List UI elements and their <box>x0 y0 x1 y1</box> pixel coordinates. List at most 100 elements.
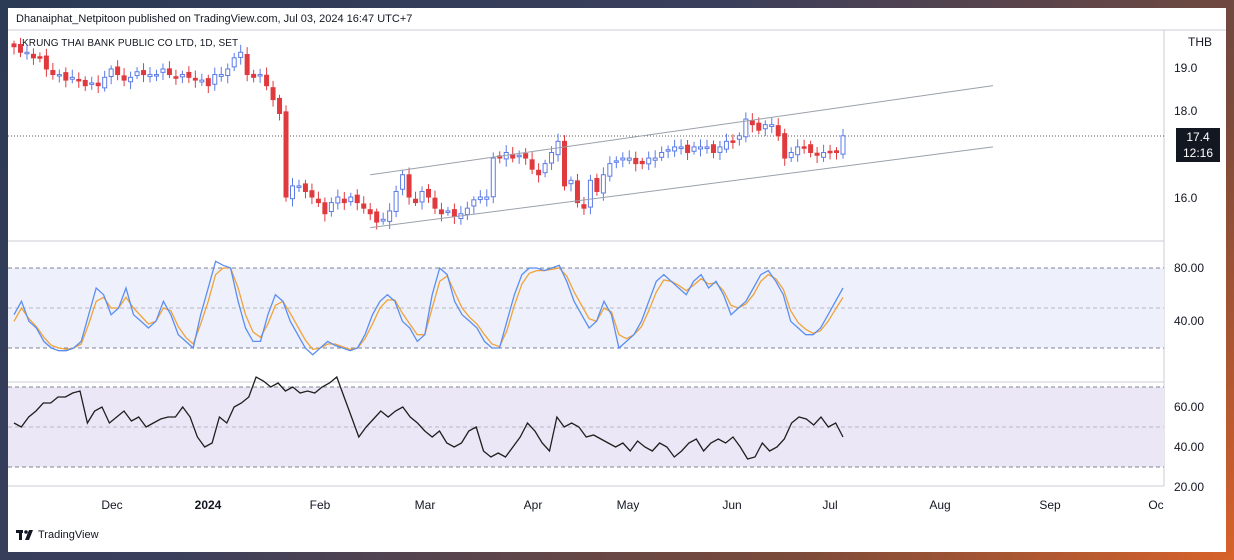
candle-body <box>633 157 639 165</box>
candle-body <box>322 202 328 215</box>
candle-body <box>212 74 218 85</box>
candle-body <box>665 149 671 152</box>
candle-body <box>238 51 244 58</box>
candle-body <box>76 78 82 82</box>
candle-body <box>445 210 451 213</box>
candle-body <box>11 43 17 48</box>
candle-body <box>380 218 386 222</box>
rsi-group <box>13 375 844 460</box>
candle-body <box>30 53 36 59</box>
chart-frame: Dhanaiphat_Netpitoon published on Tradin… <box>8 8 1226 552</box>
candle-body <box>536 169 542 176</box>
currency-label[interactable]: THB <box>1188 35 1212 49</box>
x-tick-oct: Oc <box>1148 498 1164 512</box>
candle-body <box>613 160 619 163</box>
candle-body <box>827 150 833 154</box>
candles-group <box>11 37 846 230</box>
candle-body <box>782 133 788 159</box>
channel-upper-line <box>370 85 994 176</box>
candle-body <box>205 78 211 87</box>
candle-body <box>426 188 431 198</box>
channel-lower-line <box>370 146 994 229</box>
price-tick-16: 16.0 <box>1174 191 1198 205</box>
symbol-title: KRUNG THAI BANK PUBLIC CO LTD, 1D, SET <box>22 38 239 49</box>
x-tick-mar: Mar <box>414 498 436 512</box>
candle-body <box>704 146 710 149</box>
bar-countdown: 12:16 <box>1182 146 1214 160</box>
candle-body <box>710 144 716 153</box>
candle-body <box>147 74 153 78</box>
candle-body <box>289 185 295 200</box>
x-tick-jun: Jun <box>722 498 742 512</box>
candle-body <box>43 55 49 70</box>
candle-body <box>451 209 457 218</box>
candle-body <box>199 79 205 83</box>
candle-body <box>795 146 801 156</box>
channel-group <box>370 85 994 229</box>
candle-body <box>646 157 652 165</box>
candle-body <box>108 68 114 78</box>
x-tick-dec: Dec <box>101 498 123 512</box>
candle-body <box>762 124 768 130</box>
candle-body <box>264 74 270 87</box>
candle-body <box>801 146 807 149</box>
candle-body <box>698 146 704 150</box>
candle-body <box>652 157 658 161</box>
candle-body <box>400 174 406 190</box>
candle-body <box>367 209 373 215</box>
candle-body <box>387 210 393 222</box>
candle-body <box>464 207 470 216</box>
x-tick-jul: Jul <box>822 498 838 512</box>
chart-canvas[interactable] <box>8 8 1226 552</box>
candle-body <box>659 151 665 158</box>
x-tick-2024: 2024 <box>194 498 222 512</box>
tradingview-logo-icon <box>16 529 33 540</box>
candle-body <box>672 146 678 152</box>
stoch-k-line <box>13 260 844 356</box>
candle-body <box>121 75 127 81</box>
candle-body <box>50 70 56 76</box>
candle-body <box>419 190 425 203</box>
candle-body <box>438 209 444 215</box>
candle-body <box>678 146 684 150</box>
candle-body <box>516 154 522 158</box>
candle-body <box>471 199 477 207</box>
candle-body <box>115 66 121 76</box>
candle-body <box>141 70 147 76</box>
rsi-tick-40: 40.00 <box>1174 440 1205 454</box>
price-tick-19: 19.0 <box>1174 61 1198 75</box>
candle-body <box>730 140 736 143</box>
candle-body <box>244 53 250 76</box>
candle-body <box>231 57 237 68</box>
stoch-group <box>13 260 844 356</box>
candle-body <box>218 74 224 77</box>
candle-body <box>56 74 62 77</box>
x-tick-apr: Apr <box>523 498 543 512</box>
candle-body <box>594 178 600 192</box>
candle-body <box>134 71 140 77</box>
candle-body <box>128 76 134 83</box>
candle-body <box>302 183 308 192</box>
candle-body <box>309 190 315 198</box>
candle-body <box>179 74 185 78</box>
candle-body <box>542 163 548 174</box>
candle-body <box>361 203 367 209</box>
rsi-tick-20: 20.00 <box>1174 480 1205 494</box>
candle-body <box>775 125 781 137</box>
candle-body <box>574 180 580 204</box>
x-tick-sep: Sep <box>1039 498 1061 512</box>
candle-body <box>69 76 75 80</box>
rsi-tick-60: 60.00 <box>1174 400 1205 414</box>
candle-body <box>153 74 159 77</box>
candle-body <box>769 124 775 127</box>
candle-body <box>393 190 399 212</box>
candle-body <box>600 174 606 194</box>
candle-body <box>549 151 555 164</box>
candle-body <box>639 160 645 165</box>
candle-body <box>251 73 257 78</box>
tradingview-logo[interactable]: TradingView <box>16 529 99 541</box>
candle-body <box>270 87 276 101</box>
candle-body <box>102 76 108 89</box>
stoch-tick-40: 40.00 <box>1174 314 1205 328</box>
tradingview-brand: TradingView <box>38 529 99 541</box>
